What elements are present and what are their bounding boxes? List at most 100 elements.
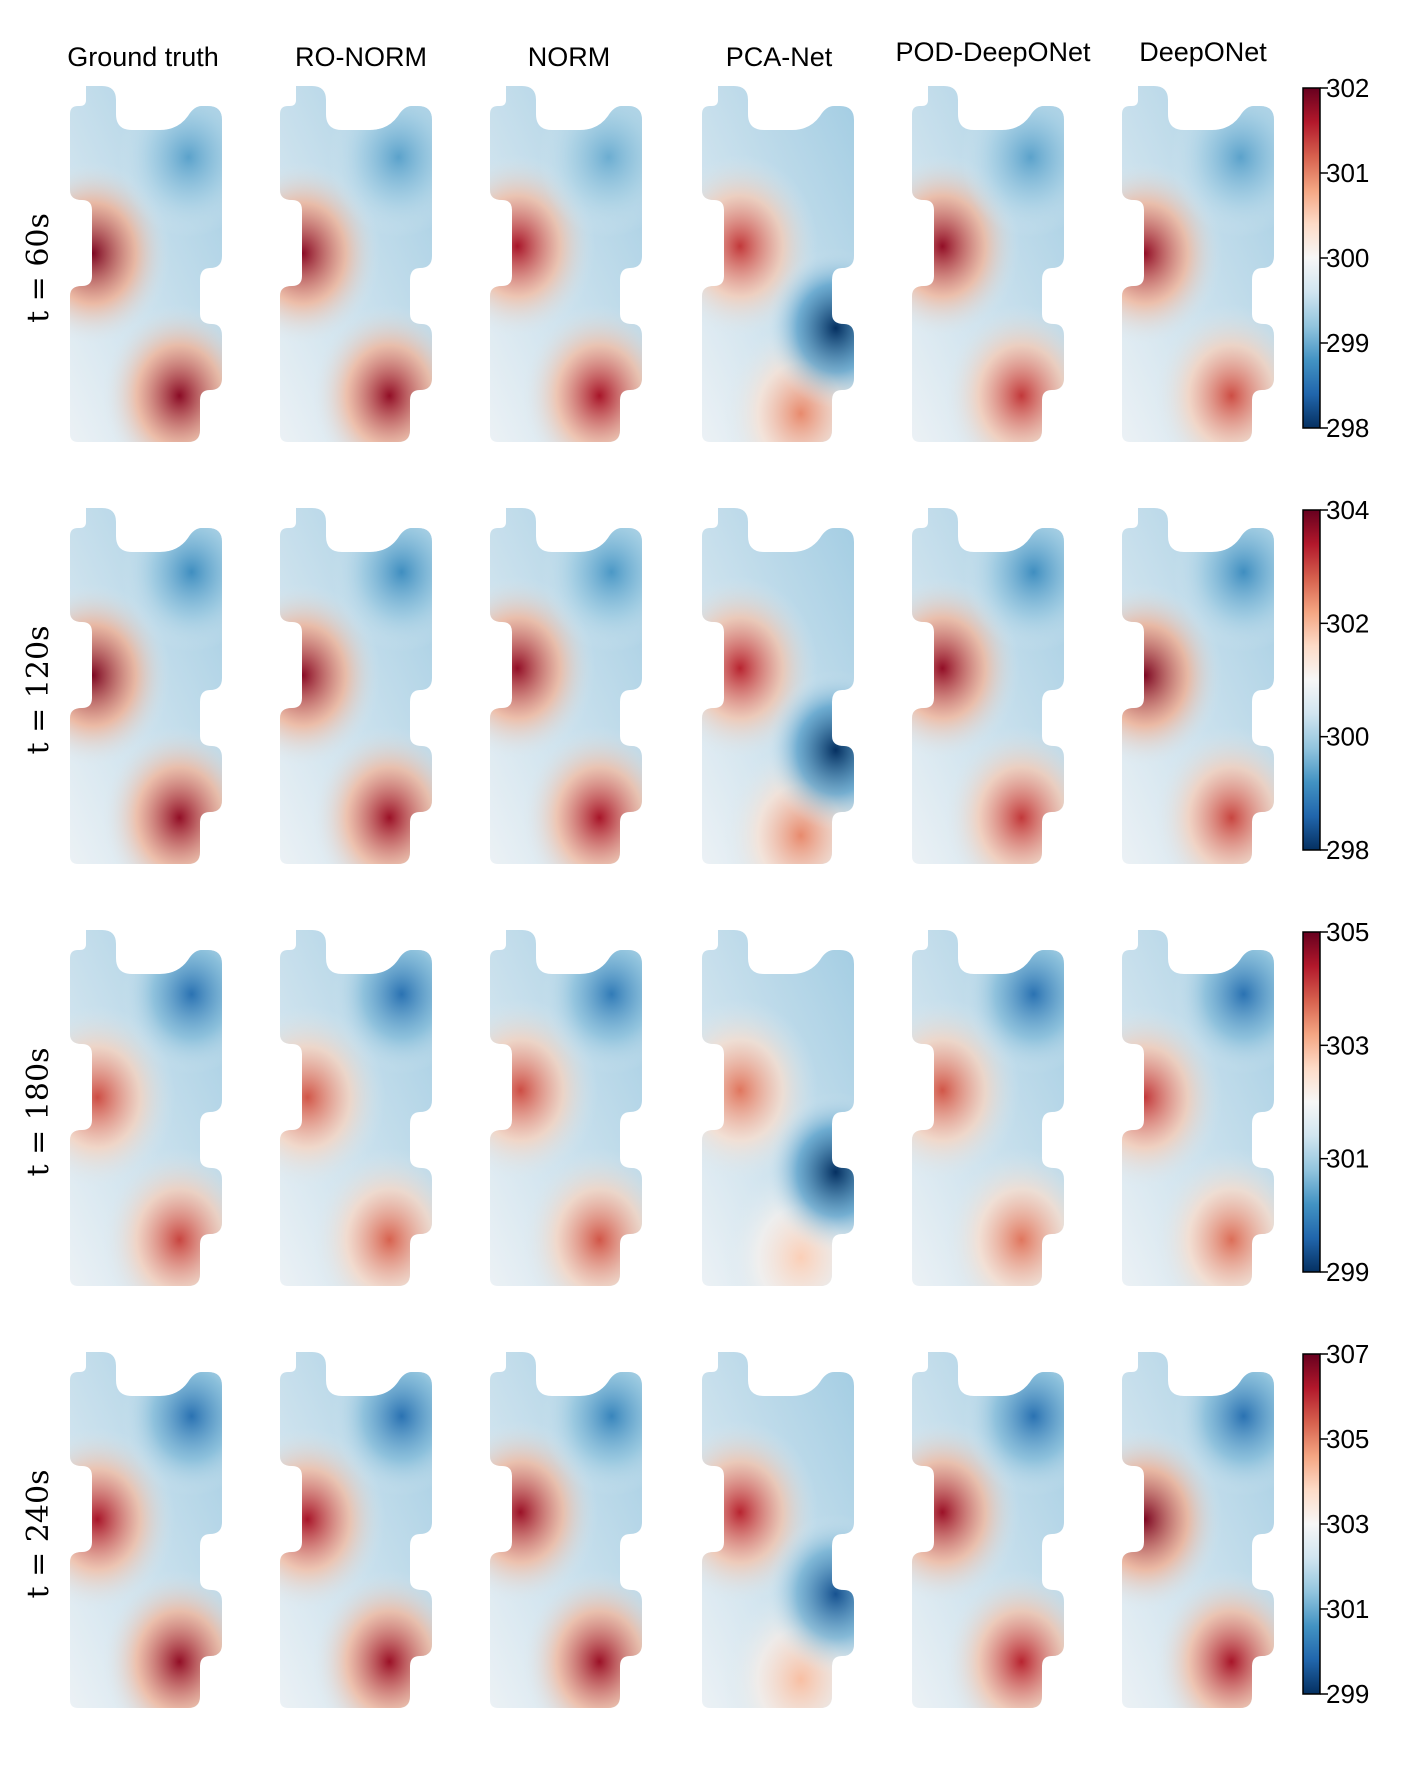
cold-spot xyxy=(121,508,222,653)
colorbar-tick-label: 301 xyxy=(1326,1144,1369,1174)
hot-spot xyxy=(101,725,222,864)
heatmap-panels xyxy=(70,86,1274,1708)
cold-spot xyxy=(331,1352,432,1497)
heatmap-panel xyxy=(912,930,1064,1286)
cold-spot xyxy=(1173,930,1274,1075)
heatmap-panel xyxy=(280,508,432,864)
heatmap-panel xyxy=(70,930,222,1286)
colorbar-tick-label: 305 xyxy=(1326,917,1369,947)
hot-spot xyxy=(1153,725,1274,864)
heatmap-panel xyxy=(1122,86,1274,442)
heatmap-panel xyxy=(1122,508,1274,864)
hot-spot xyxy=(521,1569,642,1708)
hot-spot xyxy=(1122,161,1223,346)
colorbar-tick-label: 303 xyxy=(1326,1509,1369,1539)
cold-spot xyxy=(121,1352,222,1497)
col-title-ro-norm: RO-NORM xyxy=(295,42,427,72)
hot-spot xyxy=(101,1569,222,1708)
hot-spot xyxy=(70,583,171,768)
cold-spot xyxy=(765,1514,854,1675)
cold-spot xyxy=(1173,508,1274,653)
colorbar-tick-label: 300 xyxy=(1326,243,1369,273)
colorbar-tick-label: 301 xyxy=(1326,158,1369,188)
hot-spot xyxy=(311,1147,432,1286)
cold-spot xyxy=(765,1092,854,1253)
colorbar-tick-label: 298 xyxy=(1326,413,1369,443)
cold-spot xyxy=(1170,86,1274,238)
col-title-ground-truth: Ground truth xyxy=(67,42,219,72)
cold-spot xyxy=(538,86,642,238)
cold-spot xyxy=(121,930,222,1075)
heatmap-panel xyxy=(1122,1352,1274,1708)
heatmap-panel xyxy=(1122,930,1274,1286)
cold-spot xyxy=(331,508,432,653)
heatmap-panel xyxy=(280,930,432,1286)
row-label-t240: t = 240s xyxy=(21,1470,56,1599)
cold-spot xyxy=(963,508,1064,653)
heatmap-panel xyxy=(70,1352,222,1708)
hot-spot xyxy=(1122,583,1223,768)
heatmap-panel xyxy=(490,508,642,864)
heatmap-panel xyxy=(702,930,854,1286)
row-label-t180: t = 180s xyxy=(21,1048,56,1177)
cold-spot xyxy=(765,670,854,831)
colorbar-tick-label: 304 xyxy=(1326,495,1369,525)
hot-spot xyxy=(1122,1005,1223,1190)
heatmap-panel xyxy=(912,1352,1064,1708)
row-label-t60: t = 60s xyxy=(21,213,56,323)
hot-spot xyxy=(1122,1427,1223,1612)
cold-spot xyxy=(328,86,432,238)
hot-spot xyxy=(943,303,1064,442)
row-label-t120: t = 120s xyxy=(21,626,56,755)
heatmap-panel xyxy=(702,508,854,864)
hot-spot xyxy=(101,1147,222,1286)
column-titles: Ground truth RO-NORM NORM PCA-Net POD-De… xyxy=(67,37,1267,72)
hot-spot xyxy=(101,303,222,442)
col-title-pca-net: PCA-Net xyxy=(726,42,833,72)
colorbars: 3023013002992983043023002983053033012993… xyxy=(1302,73,1369,1709)
heatmap-panel xyxy=(280,1352,432,1708)
colorbar: 305 303 301 299 xyxy=(1302,917,1369,1287)
hot-spot xyxy=(943,1147,1064,1286)
cold-spot xyxy=(963,1352,1064,1497)
colorbar-tick-label: 300 xyxy=(1326,722,1369,752)
colorbar-tick-label: 299 xyxy=(1326,1679,1369,1709)
cold-spot xyxy=(331,930,432,1075)
heatmap-panel xyxy=(70,508,222,864)
heatmap-panel xyxy=(702,86,854,442)
hot-spot xyxy=(521,725,642,864)
hot-spot xyxy=(70,161,171,346)
hot-spot xyxy=(490,576,596,761)
hot-spot xyxy=(70,1427,176,1612)
colorbar-tick-label: 307 xyxy=(1326,1339,1369,1369)
cold-spot xyxy=(541,1352,642,1497)
hot-spot xyxy=(311,725,432,864)
colorbar: 302 301 300 299 298 xyxy=(1302,73,1369,443)
colorbar-tick-label: 298 xyxy=(1326,835,1369,865)
hot-spot xyxy=(943,1569,1064,1708)
heatmap-panel xyxy=(912,86,1064,442)
row-labels: t = 60s t = 120s t = 180s t = 240s xyxy=(21,213,56,1598)
colorbar-tick-label: 302 xyxy=(1326,608,1369,638)
colorbar-tick-label: 301 xyxy=(1326,1594,1369,1624)
colorbar: 307 305 303 301 299 xyxy=(1302,1339,1369,1709)
col-title-deeponet: DeepONet xyxy=(1139,37,1267,67)
hot-spot xyxy=(1153,303,1274,442)
colorbar-tick-label: 305 xyxy=(1326,1424,1369,1454)
cold-spot xyxy=(541,930,642,1075)
cold-spot xyxy=(765,248,854,409)
heatmap-panel xyxy=(490,86,642,442)
hot-spot xyxy=(280,583,381,768)
colorbar-tick-label: 299 xyxy=(1326,1257,1369,1287)
cold-spot xyxy=(541,508,642,653)
colorbar-tick-label: 303 xyxy=(1326,1030,1369,1060)
heatmap-panel xyxy=(280,86,432,442)
cold-spot xyxy=(118,86,222,238)
hot-spot xyxy=(521,1147,642,1286)
hot-spot xyxy=(1153,1147,1274,1286)
hot-spot xyxy=(70,1005,176,1190)
colorbar-tick-label: 299 xyxy=(1326,328,1369,358)
hot-spot xyxy=(311,1569,432,1708)
hot-spot xyxy=(943,725,1064,864)
